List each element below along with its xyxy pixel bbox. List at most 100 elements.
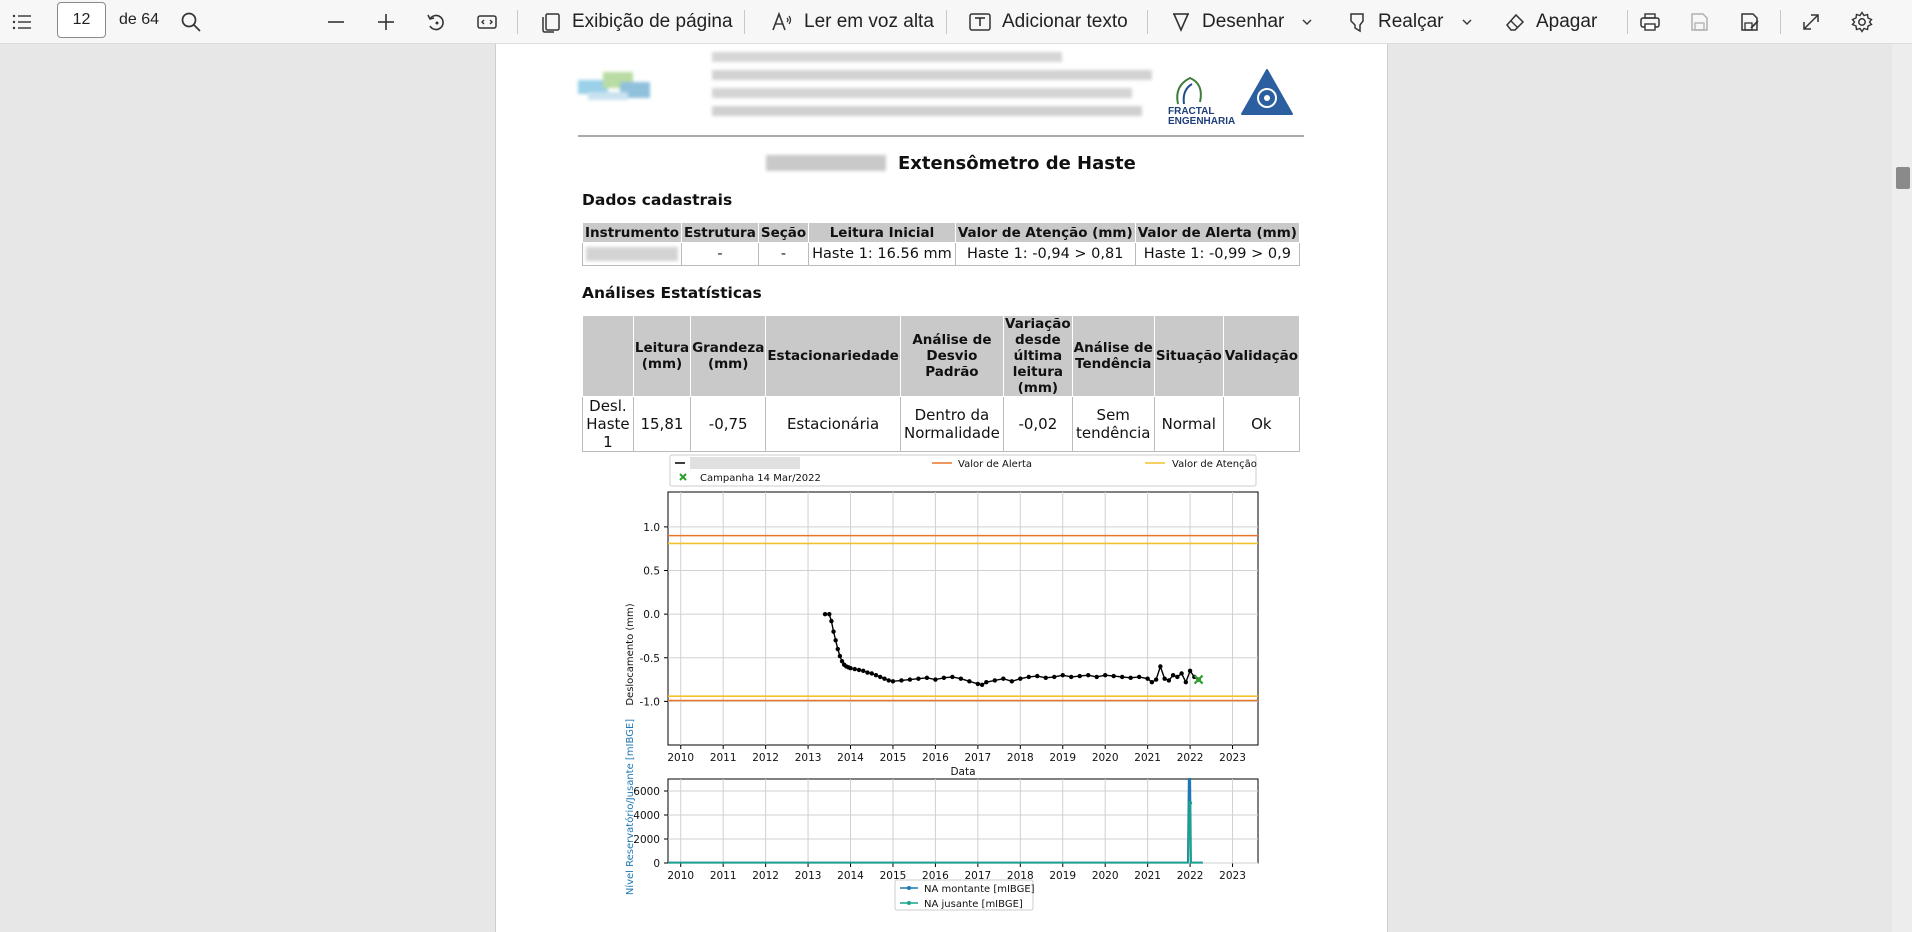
read-aloud-button[interactable]: Ler em voz alta [770, 0, 934, 44]
header-cell: Leitura (mm) [632, 315, 692, 397]
erase-button[interactable]: Apagar [1504, 0, 1597, 44]
chevron-down-icon [1302, 19, 1312, 25]
read-aloud-icon [772, 11, 792, 31]
page-view-button[interactable]: Exibição de página [540, 0, 733, 44]
table-cell: Desl. Haste 1 [582, 396, 634, 452]
header-cell: Análise de Desvio Padrão [899, 315, 1005, 397]
add-text-label: Adicionar texto [1002, 11, 1128, 32]
header-cell: Variação desde última leitura (mm) [1003, 315, 1073, 397]
fractal-icon [1176, 76, 1202, 105]
draw-dropdown[interactable] [1300, 0, 1314, 44]
toolbar-separator [744, 10, 745, 34]
scrollbar-thumb[interactable] [1896, 167, 1910, 189]
erase-icon [1506, 13, 1525, 31]
highlight-button[interactable]: Realçar [1346, 0, 1443, 44]
table-cell: - [681, 242, 759, 266]
table-cell: Ok [1222, 396, 1301, 452]
company-logo: FRACTAL ENGENHARIA [1166, 69, 1296, 128]
print-button[interactable] [1638, 0, 1662, 44]
draw-label: Desenhar [1202, 11, 1285, 32]
table-cell: Haste 1: 16.56 mm [808, 242, 956, 266]
toolbar-separator [1627, 10, 1628, 34]
pdf-toolbar: 12 de 64 Exibição de página Ler em voz a… [0, 0, 1912, 44]
table-row: Desl. Haste 1 15,81 -0,75 Estacionária D… [582, 396, 1301, 452]
table-cell: Estacionária [765, 396, 901, 452]
header-cell: Instrumento [581, 222, 683, 243]
page-number-input[interactable]: 12 [57, 2, 106, 38]
table-cell: Normal [1153, 396, 1224, 452]
stats-table: Leitura (mm) Grandeza (mm) Estacionaried… [582, 315, 1301, 452]
toolbar-separator [517, 10, 518, 34]
contents-icon [12, 14, 31, 30]
add-text-button[interactable]: Adicionar texto [968, 0, 1128, 44]
toolbar-separator [946, 10, 947, 34]
zoom-out-button[interactable] [325, 0, 347, 44]
header-rule [578, 135, 1304, 137]
table-cell: - [757, 242, 810, 266]
save-as-button[interactable] [1738, 0, 1760, 44]
chevron-down-icon [1462, 19, 1472, 25]
highlight-dropdown[interactable] [1460, 0, 1474, 44]
table-cell: Dentro da Normalidade [899, 396, 1005, 452]
rotate-icon [427, 14, 444, 31]
vertical-scrollbar[interactable] [1892, 44, 1912, 932]
header-cell: Análise de Tendência [1071, 315, 1155, 397]
draw-icon [1173, 13, 1189, 32]
page-view-icon [542, 13, 560, 33]
pdf-page [495, 44, 1388, 932]
header-cell: Estacionariedade [765, 315, 901, 397]
header-cell: Seção [757, 222, 810, 243]
page-total: de 64 [119, 11, 160, 28]
search-button[interactable] [180, 0, 202, 44]
header-cell: Valor de Atenção (mm) [954, 222, 1136, 243]
search-icon [181, 12, 201, 32]
header-cell: Validação [1222, 315, 1301, 397]
table-cell: Haste 1: -0,94 > 0,81 [954, 242, 1136, 266]
section-stats-heading: Análises Estatísticas [582, 284, 762, 302]
add-text-icon [969, 13, 991, 31]
table-cell: Haste 1: -0,99 > 0,9 [1134, 242, 1301, 266]
fractal-logo-text-2: ENGENHARIA [1168, 116, 1236, 127]
header-cell: Valor de Alerta (mm) [1134, 222, 1301, 243]
save-icon [1691, 13, 1708, 31]
save-as-icon [1741, 13, 1759, 31]
table-cell: -0,02 [1003, 396, 1073, 452]
header-cell: Leitura Inicial [808, 222, 956, 243]
section-registration-heading: Dados cadastrais [582, 191, 733, 209]
fit-page-icon [477, 15, 497, 29]
registration-table: Instrumento Estrutura Seção Leitura Inic… [581, 222, 1301, 266]
zoom-out-icon [328, 21, 344, 23]
print-icon [1640, 13, 1660, 31]
save-button[interactable] [1688, 0, 1710, 44]
header-cell [582, 315, 634, 397]
highlight-icon [1350, 13, 1364, 33]
table-cell: Sem tendência [1071, 396, 1155, 452]
table-cell: 15,81 [632, 396, 692, 452]
header-cell: Situação [1153, 315, 1224, 397]
header-cell: Estrutura [681, 222, 759, 243]
fit-page-button[interactable] [475, 0, 499, 44]
read-aloud-label: Ler em voz alta [804, 11, 934, 32]
redacted-title-prefix [766, 153, 894, 173]
redacted-logo [578, 72, 668, 104]
settings-button[interactable] [1850, 0, 1874, 44]
page-view-label: Exibição de página [572, 11, 733, 32]
highlight-label: Realçar [1378, 11, 1444, 32]
erase-label: Apagar [1536, 11, 1598, 32]
fullscreen-button[interactable] [1800, 0, 1822, 44]
rotate-button[interactable] [425, 0, 447, 44]
zoom-in-button[interactable] [375, 0, 397, 44]
toolbar-separator [1147, 10, 1148, 34]
fullscreen-icon [1803, 14, 1819, 30]
draw-button[interactable]: Desenhar [1170, 0, 1284, 44]
settings-icon [1851, 11, 1873, 33]
toolbar-separator [1780, 10, 1781, 34]
table-cell: -0,75 [690, 396, 767, 452]
contents-button[interactable] [10, 0, 34, 44]
gear-shield-icon [1241, 69, 1293, 115]
redacted-instrument-cell [581, 242, 683, 266]
table-row: - - Haste 1: 16.56 mm Haste 1: -0,94 > 0… [581, 242, 1301, 266]
zoom-in-icon [378, 14, 394, 30]
redacted-header-text [712, 52, 1152, 132]
fractal-logo-text-1: FRACTAL [1168, 106, 1215, 117]
